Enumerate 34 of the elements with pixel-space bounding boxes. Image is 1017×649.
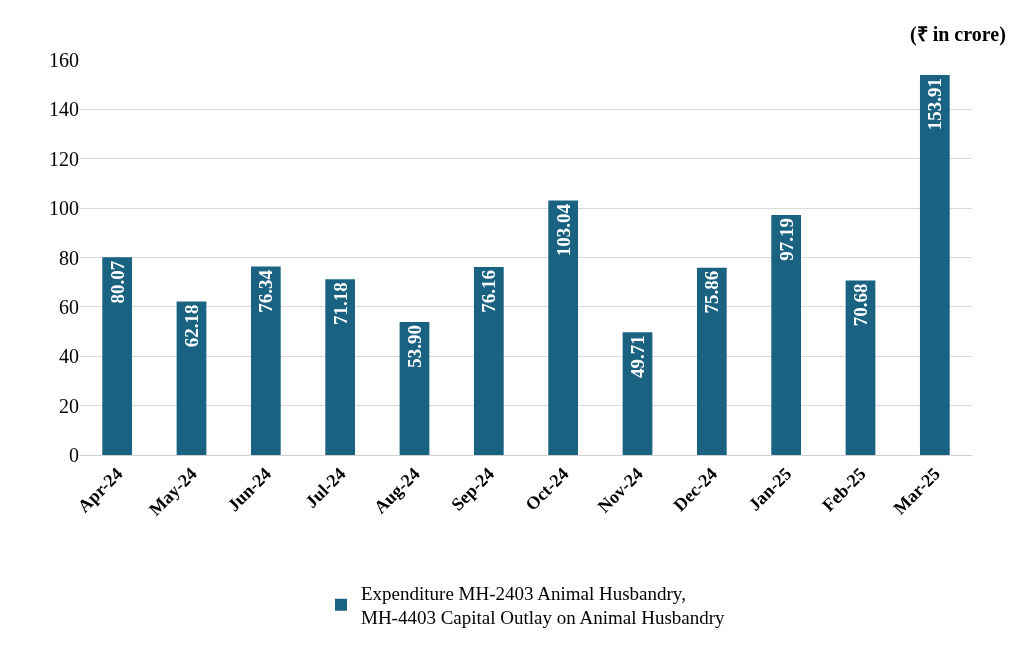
- bar: [325, 279, 356, 455]
- bar: [176, 301, 207, 455]
- data-label: 76.34: [255, 269, 277, 313]
- data-label: 103.04: [552, 203, 574, 257]
- data-label: 153.91: [924, 78, 946, 131]
- data-label: 76.16: [478, 269, 500, 313]
- y-tick-label: 100: [49, 197, 79, 220]
- y-tick-label: 140: [49, 98, 79, 121]
- bar: [919, 75, 950, 455]
- y-tick-label: 120: [49, 147, 79, 170]
- data-label: 75.86: [701, 270, 723, 314]
- y-tick-label: 40: [59, 345, 79, 368]
- text: (₹ in crore): [910, 23, 1006, 46]
- y-tick-label: 0: [69, 444, 79, 466]
- data-label: 71.18: [329, 282, 351, 326]
- bar: [548, 200, 579, 455]
- data-label: 97.19: [775, 218, 797, 261]
- bar: [696, 267, 727, 455]
- data-label: 49.71: [627, 335, 648, 379]
- y-tick-label: 80: [59, 246, 79, 269]
- y-tick-label: 20: [59, 394, 79, 417]
- data-label: 53.90: [404, 324, 425, 368]
- bar: [771, 215, 802, 455]
- bar: [845, 280, 876, 455]
- bar: [622, 332, 653, 455]
- bar: [250, 266, 281, 455]
- legend-label: Expenditure MH-2403 Animal Husbandry, MH-4403 Capital Outlay on Animal Husbandry: [361, 582, 726, 629]
- y-tick-label: 60: [59, 295, 79, 318]
- data-label: 70.68: [850, 283, 871, 327]
- bar: [102, 257, 133, 455]
- data-label: 80.07: [106, 260, 128, 304]
- data-label: 62.18: [181, 304, 202, 348]
- y-tick-label: 160: [49, 49, 79, 71]
- bar: [473, 266, 504, 455]
